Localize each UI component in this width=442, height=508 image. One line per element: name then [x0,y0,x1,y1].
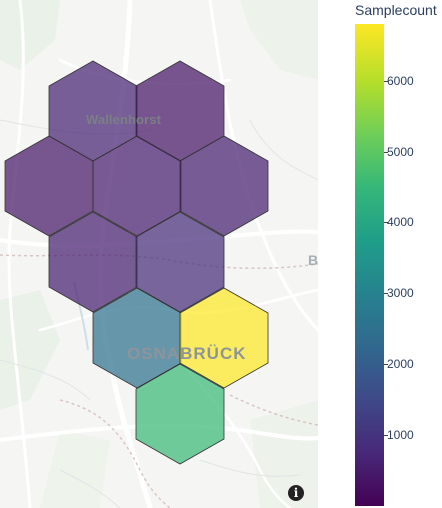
colorbar-tick-mark [384,364,388,365]
park-area [240,0,318,80]
park-area [0,0,60,70]
colorbar-tick-label: 1000 [387,428,414,442]
colorbar-tick-label: 3000 [387,286,414,300]
colorbar [355,24,384,506]
map-area[interactable]: Wallenhorst OSNABRÜCK B i [0,0,318,508]
colorbar-tick-mark [384,222,388,223]
colorbar-tick-mark [384,152,388,153]
colorbar-tick-mark [384,293,388,294]
hexbin-cell[interactable] [179,287,269,389]
park-area [0,290,60,410]
basemap [0,0,318,508]
colorbar-tick-label: 4000 [387,215,414,229]
park-area [250,400,318,508]
colorbar-tick-label: 6000 [387,74,414,88]
hexbin-layer [4,60,269,465]
colorbar-tick-label: 5000 [387,145,414,159]
colorbar-title: Samplecount [355,2,437,18]
colorbar-tick-label: 2000 [387,357,414,371]
colorbar-tick-mark [384,81,388,82]
colorbar-tick-mark [384,435,388,436]
info-icon[interactable]: i [288,485,304,501]
park-area [40,430,110,508]
hexbin-cell[interactable] [179,135,269,237]
hexbin-cell[interactable] [135,363,225,465]
